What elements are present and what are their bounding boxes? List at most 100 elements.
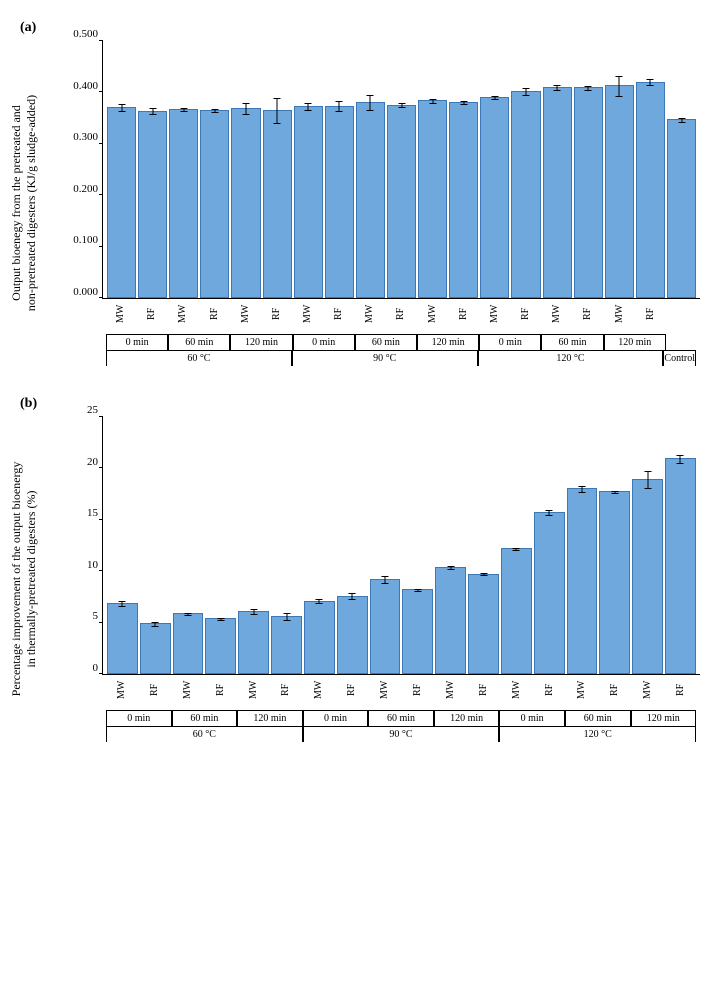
x-bar-label: MW — [177, 299, 188, 329]
x-bar-label: MW — [302, 299, 313, 329]
bar — [304, 601, 335, 674]
temp-group-label: 120 °C — [499, 726, 696, 742]
bar — [200, 110, 229, 298]
bar-slot — [667, 40, 696, 298]
bar — [435, 567, 466, 674]
temp-group-label: 60 °C — [106, 350, 292, 366]
bar-slot — [263, 40, 292, 298]
bar-slot — [107, 40, 136, 298]
bar-slot — [304, 416, 335, 674]
x-bar-label: RF — [458, 299, 469, 329]
bar-slot — [468, 416, 499, 674]
temp-group-label: 90 °C — [292, 350, 478, 366]
x-bar-label: MW — [379, 675, 390, 705]
chart-a-ylabel: Output bioenegy from the pretreated and … — [9, 73, 39, 333]
bar — [480, 97, 509, 298]
x-bar-label: MW — [642, 675, 653, 705]
x-bar-label: RF — [609, 675, 620, 705]
chart-a-timegroups: 0 min60 min120 min0 min60 min120 min0 mi… — [102, 334, 700, 350]
time-group-label: 0 min — [106, 334, 168, 350]
bar — [667, 119, 696, 298]
x-bar-label: MW — [182, 675, 193, 705]
x-bar-label: RF — [675, 675, 686, 705]
bar — [605, 85, 634, 298]
bar-slot — [574, 40, 603, 298]
bar — [238, 611, 269, 674]
bar-slot — [238, 416, 269, 674]
time-group-label: 120 min — [434, 710, 500, 726]
bar — [468, 574, 499, 674]
bar — [599, 491, 630, 674]
time-group-label: 60 min — [355, 334, 417, 350]
bar-slot — [107, 416, 138, 674]
bar — [107, 603, 138, 674]
x-bar-label: MW — [576, 675, 587, 705]
bar — [543, 87, 572, 298]
x-bar-label: MW — [511, 675, 522, 705]
bar — [263, 110, 292, 298]
x-bar-label: RF — [215, 675, 226, 705]
x-bar-label: RF — [280, 675, 291, 705]
time-group-label: 0 min — [479, 334, 541, 350]
time-group-label: 120 min — [237, 710, 303, 726]
bar-slot — [605, 40, 634, 298]
bar — [511, 91, 540, 298]
time-group-label: 0 min — [303, 710, 369, 726]
bar-slot — [200, 40, 229, 298]
panel-a-label: (a) — [20, 20, 700, 36]
bar-slot — [294, 40, 323, 298]
bar — [271, 616, 302, 674]
bar-slot — [387, 40, 416, 298]
time-group-label: 120 min — [230, 334, 292, 350]
time-group-label: 60 min — [168, 334, 230, 350]
time-group-label — [666, 334, 696, 350]
chart-b-ylabel: Percentage improvement of the output bio… — [9, 449, 39, 709]
bar-slot — [599, 416, 630, 674]
x-bar-label: RF — [544, 675, 555, 705]
bar-slot — [636, 40, 665, 298]
bar — [636, 82, 665, 298]
x-bar-label: RF — [271, 299, 282, 329]
time-group-label: 0 min — [293, 334, 355, 350]
bar-slot — [138, 40, 167, 298]
bar — [418, 100, 447, 298]
chart-b-tempgroups: 60 °C90 °C120 °C — [102, 726, 700, 742]
bar-slot — [173, 416, 204, 674]
time-group-label: 120 min — [631, 710, 697, 726]
bar — [205, 618, 236, 674]
chart-a: Output bioenegy from the pretreated and … — [98, 40, 700, 366]
bar-slot — [325, 40, 354, 298]
bar-slot — [480, 40, 509, 298]
bar — [501, 548, 532, 674]
x-bar-label: RF — [582, 299, 593, 329]
bar-slot — [356, 40, 385, 298]
time-group-label: 60 min — [172, 710, 238, 726]
x-bar-label: RF — [645, 299, 656, 329]
bar — [370, 579, 401, 674]
chart-a-tempgroups: 60 °C90 °C120 °CControl — [102, 350, 700, 366]
bar — [294, 106, 323, 298]
x-bar-label: MW — [248, 675, 259, 705]
bar-slot — [449, 40, 478, 298]
bar-slot — [418, 40, 447, 298]
x-bar-label: MW — [313, 675, 324, 705]
bar — [449, 102, 478, 298]
bar-slot — [665, 416, 696, 674]
x-bar-label: MW — [427, 299, 438, 329]
x-bar-label: MW — [489, 299, 500, 329]
bar-slot — [543, 40, 572, 298]
x-bar-label: RF — [520, 299, 531, 329]
bar — [665, 458, 696, 674]
x-bar-label: MW — [240, 299, 251, 329]
chart-a-plot — [102, 40, 700, 299]
bar — [337, 596, 368, 674]
x-bar-label: RF — [412, 675, 423, 705]
bar — [231, 108, 260, 298]
bar — [574, 87, 603, 298]
bar — [140, 623, 171, 674]
bar — [402, 589, 433, 674]
time-group-label: 0 min — [106, 710, 172, 726]
time-group-label: 60 min — [541, 334, 603, 350]
temp-group-label: 60 °C — [106, 726, 303, 742]
bar-slot — [534, 416, 565, 674]
